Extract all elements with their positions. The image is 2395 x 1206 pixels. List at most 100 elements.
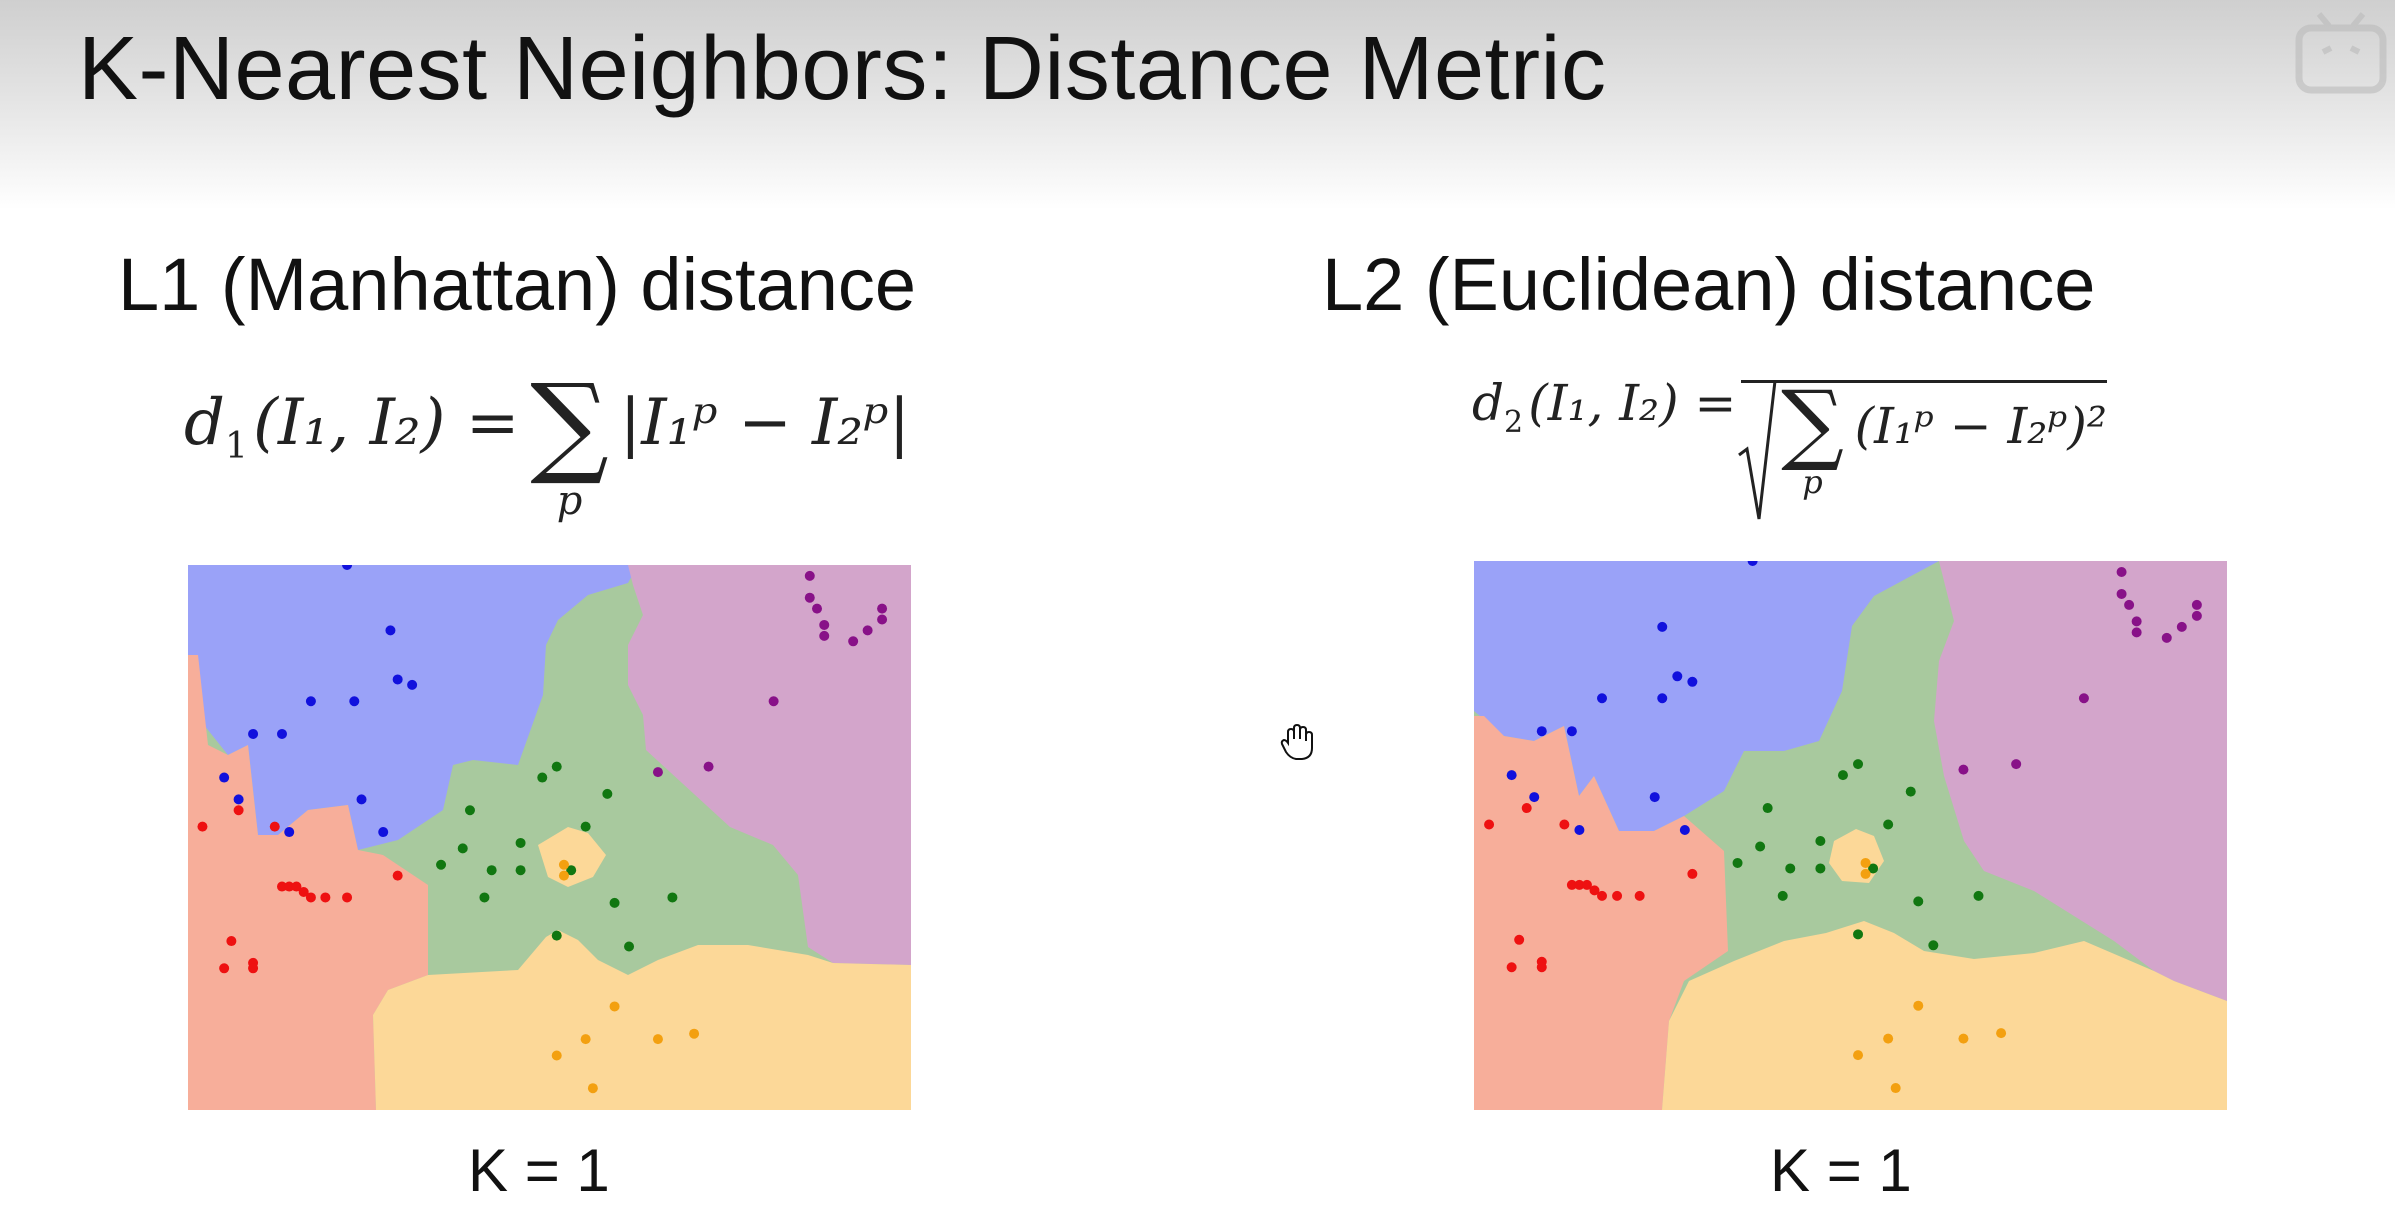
red-data-point <box>1536 962 1547 973</box>
blue-data-point <box>407 679 418 690</box>
blue-data-point <box>284 827 295 838</box>
red-data-point <box>305 892 316 903</box>
green-data-point <box>566 865 577 876</box>
purple-data-point <box>2116 588 2127 599</box>
red-data-point <box>1612 890 1623 901</box>
bilibili-logo-icon <box>2295 12 2387 94</box>
purple-data-point <box>877 614 888 625</box>
purple-data-point <box>877 603 888 614</box>
blue-data-point <box>385 625 396 636</box>
blue-data-point <box>276 728 287 739</box>
blue-data-point <box>1649 792 1660 803</box>
purple-data-point <box>804 592 815 603</box>
l1-formula-lhs-sub: 1 <box>224 426 248 467</box>
purple-data-point <box>819 630 830 641</box>
yellow-data-point <box>1853 1050 1864 1061</box>
purple-data-point <box>2124 599 2135 610</box>
purple-data-point <box>652 767 663 778</box>
red-data-point <box>219 963 230 974</box>
green-data-point <box>515 837 526 848</box>
purple-data-point <box>2176 621 2187 632</box>
blue-data-point <box>378 827 389 838</box>
blue-data-point <box>233 794 244 805</box>
purple-data-point <box>848 636 859 647</box>
blue-data-point <box>1687 676 1698 687</box>
green-data-point <box>667 892 678 903</box>
green-data-point <box>479 892 490 903</box>
red-data-point <box>342 892 353 903</box>
red-data-point <box>1521 803 1532 814</box>
l1-k-label: K = 1 <box>468 1137 610 1204</box>
green-data-point <box>1732 857 1743 868</box>
blue-data-point <box>1657 621 1668 632</box>
green-data-point <box>551 930 562 941</box>
purple-region <box>1934 561 2227 1001</box>
red-data-point <box>276 881 287 892</box>
yellow-island-region <box>538 827 606 887</box>
green-data-point <box>537 772 548 783</box>
red-data-point <box>1687 868 1698 879</box>
yellow-data-point <box>652 1034 663 1045</box>
l1-sum-index: p <box>556 478 583 524</box>
title-band <box>0 0 2395 210</box>
red-region <box>1474 716 1728 1110</box>
blue-data-point <box>392 674 403 685</box>
red-data-point <box>269 821 280 832</box>
green-data-point <box>1755 841 1766 852</box>
red-data-point <box>1566 879 1577 890</box>
green-data-point <box>486 865 497 876</box>
l1-formula-args: (I₁, I₂) = <box>252 386 520 460</box>
hand-cursor-icon <box>1280 723 1313 760</box>
green-data-point <box>1868 863 1879 874</box>
red-data-point <box>1589 885 1600 896</box>
l2-decision-boundary-plot <box>1474 561 2227 1110</box>
purple-data-point <box>804 570 815 581</box>
blue-data-point <box>219 772 230 783</box>
green-data-point <box>551 761 562 772</box>
red-data-point <box>284 881 295 892</box>
blue-data-point <box>1672 671 1683 682</box>
l2-sqrt: ∑ p (I₁ᵖ − I₂ᵖ)² <box>1738 371 2107 520</box>
l1-decision-boundary-plot <box>188 565 911 1110</box>
purple-data-point <box>2161 632 2172 643</box>
yellow-region <box>373 930 911 1110</box>
slide-title: K-Nearest Neighbors: Distance Metric <box>78 19 1607 119</box>
green-data-point <box>457 843 468 854</box>
l2-data-points <box>1484 561 2202 1094</box>
blue-data-point <box>349 696 360 707</box>
l2-heading: L2 (Euclidean) distance <box>1322 243 2096 326</box>
purple-data-point <box>703 761 714 772</box>
yellow-data-point <box>558 859 569 870</box>
red-data-point <box>1581 879 1592 890</box>
l2-sum-symbol: ∑ <box>1781 371 1844 474</box>
red-data-point <box>1597 890 1608 901</box>
l1-formula: d1 (I₁, I₂) = ∑ p |I₁ᵖ − I₂ᵖ| <box>184 369 910 528</box>
blue-data-point <box>1536 726 1547 737</box>
l2-regions <box>1474 561 2227 1110</box>
yellow-data-point <box>1996 1028 2007 1039</box>
purple-data-point <box>812 603 823 614</box>
red-region <box>188 655 428 1110</box>
red-data-point <box>1559 819 1570 830</box>
red-data-point <box>1484 819 1495 830</box>
purple-data-point <box>2078 693 2089 704</box>
red-data-point <box>197 821 208 832</box>
yellow-data-point <box>1958 1033 1969 1044</box>
l2-k-label: K = 1 <box>1770 1137 1912 1204</box>
yellow-data-point <box>558 870 569 881</box>
green-data-point <box>1762 803 1773 814</box>
yellow-data-point <box>551 1050 562 1061</box>
green-data-point <box>436 859 447 870</box>
l2-formula-args: (I₁, I₂) = <box>1528 374 1737 432</box>
blue-data-point <box>342 565 353 570</box>
blue-data-point <box>1747 561 1758 566</box>
yellow-data-point <box>587 1083 598 1094</box>
blue-region <box>188 565 638 850</box>
green-data-point <box>1913 896 1924 907</box>
blue-data-point <box>1597 693 1608 704</box>
yellow-data-point <box>580 1034 591 1045</box>
red-data-point <box>392 870 403 881</box>
l2-formula: d2 (I₁, I₂) = ∑ p (I₁ᵖ − I₂ᵖ)² <box>1472 371 2107 520</box>
l2-formula-body: (I₁ᵖ − I₂ᵖ)² <box>1854 397 2107 455</box>
green-data-point <box>624 941 635 952</box>
